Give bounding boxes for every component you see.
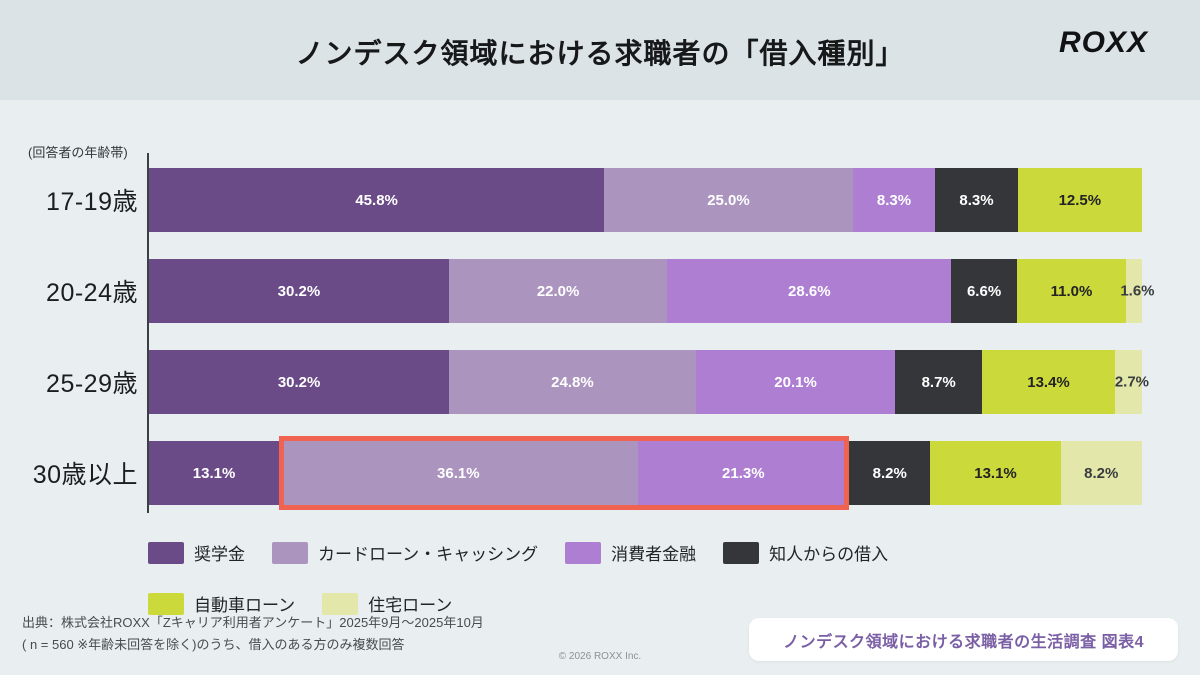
bar-segment: 28.6% <box>667 259 952 323</box>
bar-segment: 20.1% <box>695 350 896 414</box>
legend-item: 自動車ローン <box>148 591 295 616</box>
bar-segment: 30.2% <box>149 259 449 323</box>
chart-row: 20-24歳 30.2% 22.0% 28.6% 6.6% 11.0% 1.6% <box>0 259 1155 323</box>
legend-item: 奨学金 <box>148 540 245 565</box>
legend-label: 奨学金 <box>194 545 245 564</box>
chart-row: 17-19歳 45.8% 25.0% 8.3% 8.3% 12.5% <box>0 168 1142 232</box>
segment-value-label: 8.2% <box>1084 464 1119 482</box>
segment-value-label: 20.1% <box>774 373 817 391</box>
header: ノンデスク領域における求職者の「借入種別」 ROXX <box>0 0 1200 100</box>
chart-row: 30歳以上 13.1% 36.1% 21.3% 8.2% 13.1% 8.2% <box>0 436 1142 510</box>
legend-item: 住宅ローン <box>322 591 452 616</box>
bar-segment: 13.1% <box>930 441 1061 505</box>
segment-value-label: 13.1% <box>974 464 1017 482</box>
stacked-bar: 13.1% 36.1% 21.3% 8.2% 13.1% 8.2% <box>149 436 1142 510</box>
bar-segment: 8.3% <box>852 168 936 232</box>
segment-value-label: 6.6% <box>966 282 1002 300</box>
segment-value-label: 45.8% <box>355 191 398 209</box>
segment-value-label: 36.1% <box>437 464 480 482</box>
bar-segment: 13.1% <box>149 441 280 505</box>
legend-swatch <box>148 541 184 564</box>
segment-value-label: 13.4% <box>1027 373 1070 391</box>
category-label: 25-29歳 <box>46 370 138 398</box>
legend-label: 自動車ローン <box>194 596 296 615</box>
legend-swatch <box>565 541 602 564</box>
legend-swatch <box>148 592 184 615</box>
segment-value-label: 25.0% <box>707 191 750 209</box>
segment-value-label: 21.3% <box>722 464 765 482</box>
segment-value-label: 2.7% <box>1114 373 1150 391</box>
bar-segment: 45.8% <box>149 168 605 232</box>
bar-segment: 8.2% <box>849 441 931 505</box>
stacked-bar: 30.2% 24.8% 20.1% 8.7% 13.4% 2.7% <box>149 350 1149 414</box>
legend-item: カードローン・キャッシング <box>272 540 538 565</box>
legend-swatch <box>723 541 760 564</box>
segment-value-label: 30.2% <box>277 282 321 300</box>
category-label: 20-24歳 <box>46 279 138 307</box>
source-note: 出典：株式会社ROXX「Zキャリア利用者アンケート」2025年9月〜2025年1… <box>22 612 484 656</box>
source-line-1: 出典：株式会社ROXX「Zキャリア利用者アンケート」2025年9月〜2025年1… <box>22 615 484 630</box>
segment-value-label: 8.7% <box>921 373 956 391</box>
legend-swatch <box>272 541 308 564</box>
legend-swatch <box>322 592 359 615</box>
segment-value-label: 22.0% <box>536 282 580 300</box>
legend-label: 消費者金融 <box>611 545 697 564</box>
roxx-logo: ROXX <box>1058 26 1148 59</box>
bar-segment: 24.8% <box>449 350 696 414</box>
segment-value-label: 12.5% <box>1058 191 1102 209</box>
figure-badge-label: ノンデスク領域における求職者の生活調査 図表4 <box>783 633 1144 651</box>
stacked-bar-chart: 17-19歳 45.8% 25.0% 8.3% 8.3% 12.5% 20-24歳 30.2%… <box>0 168 1155 532</box>
bar-segment: 13.4% <box>981 350 1116 414</box>
segment-value-label: 1.6% <box>1120 282 1155 300</box>
bar-segment: 8.2% <box>1060 441 1142 505</box>
chart-row: 25-29歳 30.2% 24.8% 20.1% 8.7% 13.4% 2.7% <box>0 350 1149 414</box>
segment-value-label: 8.3% <box>959 191 994 209</box>
bar-segment: 1.6% <box>1120 259 1155 323</box>
legend-label: カードローン・キャッシング <box>318 545 539 564</box>
segment-value-label: 28.6% <box>788 282 831 300</box>
segment-value-label: 8.3% <box>876 191 912 209</box>
axis-line <box>147 153 149 513</box>
page-title: ノンデスク領域における求職者の「借入種別」 <box>295 38 905 69</box>
bar-segment: 2.7% <box>1115 350 1149 414</box>
legend-item: 知人からの借入 <box>723 540 888 565</box>
bar-segment: 36.1% <box>279 441 638 505</box>
bar-segment: 22.0% <box>448 259 668 323</box>
axis-note-label: (回答者の年齢帯) <box>28 145 128 160</box>
segment-value-label: 13.1% <box>192 464 236 482</box>
stacked-bar: 30.2% 22.0% 28.6% 6.6% 11.0% 1.6% <box>149 259 1155 323</box>
copyright-text: © 2026 ROXX Inc. <box>558 651 642 662</box>
chart-legend: 奨学金 カードローン・キャッシング 消費者金融 知人からの借入自動車ローン 住宅ローン <box>148 540 918 616</box>
figure-badge: ノンデスク領域における求職者の生活調査 図表4 <box>749 618 1178 661</box>
bar-segment: 8.3% <box>935 168 1018 232</box>
bar-segment: 30.2% <box>149 350 450 414</box>
category-label: 30歳以上 <box>32 461 138 489</box>
source-line-2: ( n = 560 ※年齢未回答を除く)のうち、借入のある方のみ複数回答 <box>22 637 405 652</box>
legend-label: 知人からの借入 <box>769 545 889 564</box>
bar-segment: 21.3% <box>637 441 850 505</box>
bar-segment: 12.5% <box>1017 168 1142 232</box>
legend-label: 住宅ローン <box>368 596 453 615</box>
category-label: 17-19歳 <box>46 188 138 216</box>
segment-value-label: 24.8% <box>551 373 594 391</box>
bar-segment: 25.0% <box>604 168 853 232</box>
stacked-bar: 45.8% 25.0% 8.3% 8.3% 12.5% <box>149 168 1142 232</box>
segment-value-label: 11.0% <box>1050 282 1093 300</box>
bar-segment: 6.6% <box>951 259 1017 323</box>
segment-value-label: 8.2% <box>872 464 907 482</box>
segment-value-label: 30.2% <box>277 373 321 391</box>
bar-segment: 11.0% <box>1016 259 1127 323</box>
legend-item: 消費者金融 <box>565 540 696 565</box>
bar-segment: 8.7% <box>895 350 982 414</box>
